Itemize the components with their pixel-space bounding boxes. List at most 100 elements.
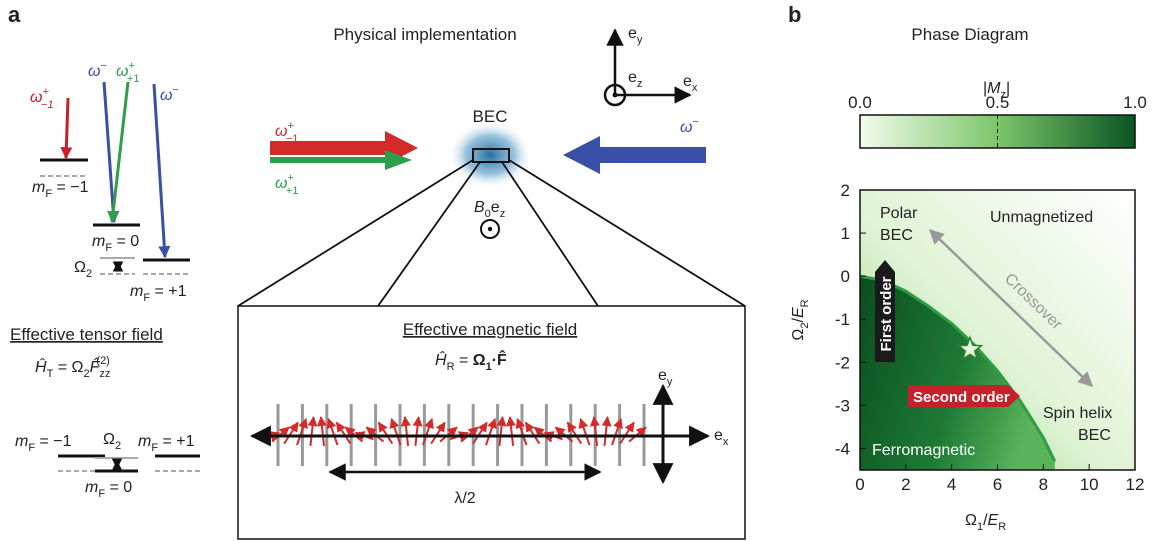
level-label: mF = −1 <box>15 433 72 454</box>
freq-label: ω− <box>160 84 179 104</box>
text-part: − <box>100 60 106 72</box>
text-part: − <box>172 84 178 96</box>
wavelength: λ/2 <box>454 490 475 507</box>
beam-label: ω− <box>680 116 699 136</box>
text-part: + <box>128 60 134 72</box>
colorbar-tick-label: 0.0 <box>848 93 872 112</box>
text-part: m <box>85 479 98 496</box>
level-label: Ω2 <box>74 259 92 280</box>
text-part: = +1 <box>158 433 195 450</box>
axis-label: ey <box>658 367 673 388</box>
text-part: Ω <box>103 431 115 448</box>
inset <box>237 305 746 540</box>
text-part: | <box>983 80 987 97</box>
zoom-box <box>472 148 510 163</box>
section-title: Effective magnetic field <box>403 320 578 339</box>
text-part: B <box>474 199 485 216</box>
x-tick-label: 8 <box>1039 475 1048 494</box>
text-part: / <box>983 512 988 529</box>
text-part: Ĥ <box>435 350 447 369</box>
level-label: mF = 0 <box>92 233 139 254</box>
x-tick-label: 0 <box>855 475 864 494</box>
text-part: E <box>790 307 807 318</box>
levels <box>40 81 190 275</box>
text-part: ω <box>88 63 100 80</box>
x-axis-label: Ω1/ER <box>965 512 1006 533</box>
level-label: mF = +1 <box>138 433 195 454</box>
text-part: 1 <box>977 521 983 533</box>
text-part: x <box>723 436 729 448</box>
freq-label: ω+ −1 <box>30 86 53 111</box>
text-part: − <box>692 116 698 128</box>
text-part: F̂ <box>90 356 101 376</box>
colorbar-tick-label: 1.0 <box>1123 93 1147 112</box>
colorbar-tick-label: 0.5 <box>986 93 1010 112</box>
text-part: | <box>1006 80 1010 97</box>
level-label: mF = 0 <box>85 479 132 500</box>
field-symbol <box>480 219 500 239</box>
text-part: = −1 <box>35 433 72 450</box>
text-part: Ω <box>74 259 86 276</box>
text-part: F <box>105 242 112 254</box>
plot-frame <box>859 189 1136 471</box>
text-part: = 0 <box>105 479 132 496</box>
text-part: ω <box>680 119 692 136</box>
region-label: BEC <box>880 227 913 244</box>
x-tick-label: 2 <box>901 475 910 494</box>
text-part: F <box>143 292 150 304</box>
freq-label: ω− <box>88 60 107 80</box>
text-part: Ĥ <box>35 357 47 376</box>
freq-label: ω+ +1 <box>116 60 139 85</box>
text-part: m <box>138 433 151 450</box>
field-label: B0ez <box>474 199 505 220</box>
crossover-arrow <box>928 228 1094 388</box>
text-part: +1 <box>127 73 140 85</box>
text-part: 2 <box>115 440 121 452</box>
beam <box>563 136 706 174</box>
y-tick-label: 0 <box>841 267 850 286</box>
y-tick-label: -2 <box>835 353 850 372</box>
formula: ĤR = Ω1·F̂ <box>435 349 507 373</box>
axis-label: ey <box>628 25 643 46</box>
y-tick-label: 2 <box>841 181 850 200</box>
x-tick-label: 10 <box>1080 475 1099 494</box>
text-part: Ω <box>790 329 807 341</box>
text-part: y <box>667 376 673 388</box>
text-part: 0 <box>485 208 491 220</box>
y-tick-label: 1 <box>841 224 850 243</box>
text-part: + <box>287 172 293 184</box>
text-part: m <box>130 283 143 300</box>
text-part: zz <box>99 368 110 380</box>
text-part: = +1 <box>150 283 187 300</box>
bec-label: BEC <box>473 107 508 126</box>
text-part: F <box>28 442 35 454</box>
text-part: = <box>455 352 473 369</box>
region-label: BEC <box>1078 427 1111 444</box>
axis-label: ex <box>683 73 698 94</box>
first-order-tag <box>875 260 895 362</box>
text-part: m <box>15 433 28 450</box>
y-tick-label: -3 <box>835 396 850 415</box>
axis-label: ex <box>714 427 729 448</box>
beam <box>270 131 418 165</box>
text-part: F <box>151 442 158 454</box>
star <box>956 335 984 361</box>
level-label: mF = −1 <box>32 179 89 200</box>
text-part: F <box>45 188 52 200</box>
text-part: + <box>42 86 49 98</box>
level-label: mF = +1 <box>130 283 187 304</box>
formula: ĤT = Ω2F̂zz(2) <box>35 355 110 380</box>
text-part: ω <box>160 87 172 104</box>
axis-label: ez <box>628 69 642 90</box>
chart-title: Phase Diagram <box>911 25 1028 44</box>
text-part: T <box>47 368 54 380</box>
x-tick-label: 4 <box>947 475 956 494</box>
region-label: Polar <box>880 205 918 222</box>
text-part: 2 <box>799 322 811 328</box>
section-title: Effective tensor field <box>10 325 163 344</box>
region-label: Unmagnetized <box>990 209 1093 226</box>
text-part: e <box>628 25 637 42</box>
tensor-levels <box>58 454 200 473</box>
text-part: z <box>637 78 643 90</box>
